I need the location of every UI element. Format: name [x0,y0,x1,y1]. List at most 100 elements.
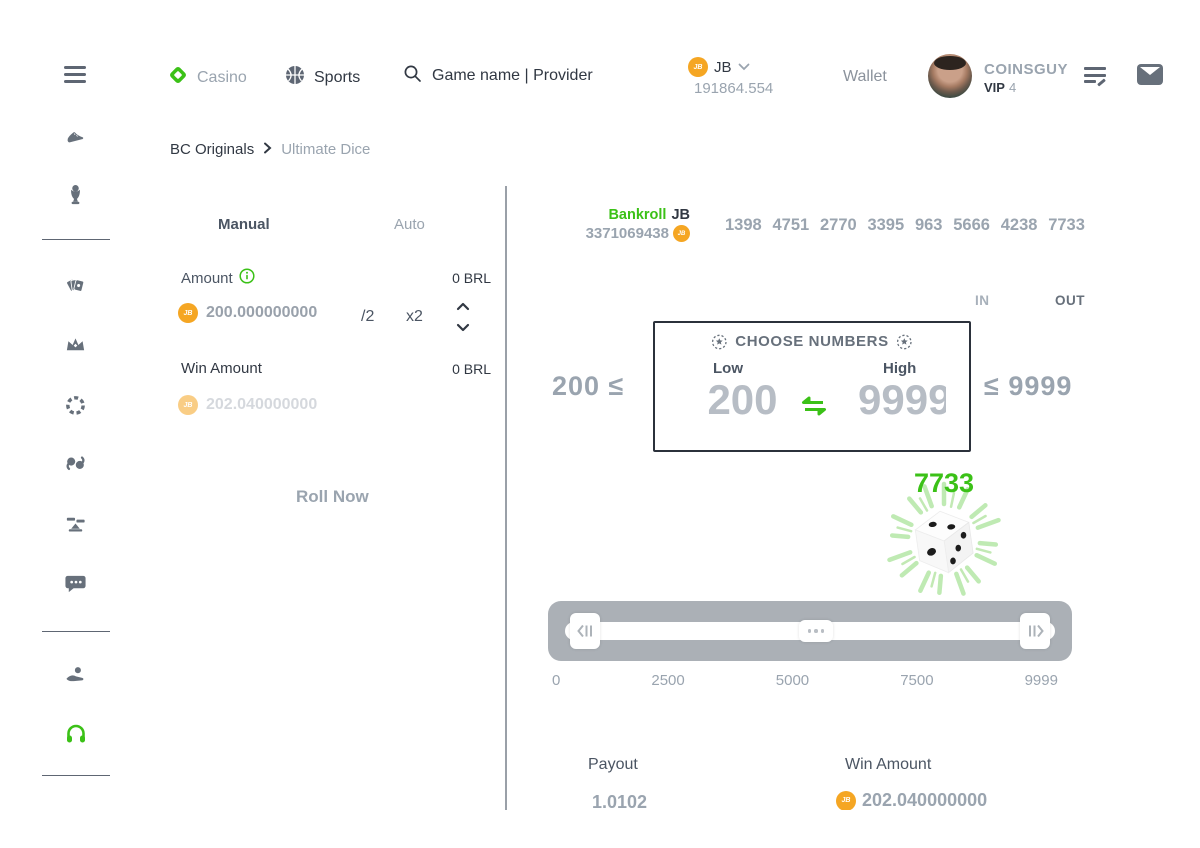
win-amount-fiat: 0 BRL [452,360,491,377]
sidebar-divider [42,775,110,776]
nav-sports-label: Sports [314,68,361,86]
history-roll[interactable]: 4751 [772,216,810,234]
footer-win-amount-value: 202.040000000 [862,790,988,810]
breadcrumb-ultimate-dice: Ultimate Dice [281,141,371,158]
tick-label: 0 [552,672,561,689]
history-roll[interactable]: 1398 [725,216,762,234]
slider-high-handle[interactable] [1020,613,1050,649]
history-roll[interactable]: 7733 [1048,216,1085,234]
choose-numbers-title: CHOOSE NUMBERS [711,333,913,350]
tab-auto[interactable]: Auto [394,216,425,233]
footer-win-amount: JB 202.040000000 [836,790,987,810]
sidebar-cards-icon[interactable] [64,274,87,297]
payout-label: Payout [588,756,638,773]
jb-coin-icon: JB [673,225,690,242]
low-label: Low [713,360,743,377]
jb-coin-icon: JB [178,395,198,415]
stepper-down-icon [456,323,470,332]
sidebar-sneaker-icon[interactable] [64,124,87,147]
star-circle-icon [711,334,727,349]
user-name: COINSGUY [984,61,1069,78]
tick-label: 2500 [651,672,685,689]
star-circle-icon [897,334,913,349]
balance-selector[interactable]: JB JB 191864.554 [688,57,773,97]
stepper-up-icon [456,302,470,311]
vip-badge: VIP 4 [984,80,1017,95]
game-search[interactable]: Game name | Provider [403,64,593,88]
breadcrumb-bc-originals[interactable]: BC Originals [170,141,255,158]
tab-manual[interactable]: Manual [218,216,270,233]
jb-coin-icon: JB [836,790,856,810]
range-left-bound: 200 ≤ [552,371,625,401]
sidebar-leaderboard-icon[interactable] [64,512,87,535]
bankroll-label: Bankroll [608,207,667,223]
sidebar-bonus-ring-icon[interactable] [64,394,87,417]
half-bet-button[interactable]: /2 [361,308,375,325]
win-amount-header: Win Amount 0 BRL [181,360,491,377]
range-slider [548,601,1072,661]
basketball-icon [284,64,306,91]
sidebar-chat-icon[interactable] [64,572,87,595]
slider-low-handle[interactable] [570,613,600,649]
slider-middle-handle[interactable] [799,620,833,642]
history-roll[interactable]: 963 [914,216,943,234]
history-roll[interactable]: 4238 [1000,216,1038,234]
nav-sports[interactable]: Sports [284,64,360,91]
history-roll[interactable]: 5666 [953,216,990,234]
game-footer: Payout 1.0102 Win Amount JB 202.04000000… [540,748,1100,810]
amount-header: Amount 0 BRL [181,268,491,288]
tab-out[interactable]: OUT [1055,293,1085,308]
tab-in[interactable]: IN [975,293,990,308]
menu-icon[interactable] [64,66,86,83]
mail-icon[interactable] [1137,64,1163,90]
dice-icon [873,478,1015,613]
slider-ticks: 0 2500 5000 7500 9999 [552,672,1058,689]
tick-label: 7500 [900,672,934,689]
range-right-bound: ≤ 9999 [984,371,1073,401]
high-value-input[interactable]: 9999 [858,376,946,423]
win-amount-value: 202.040000000 [206,396,318,413]
footer-win-amount-label: Win Amount [845,756,932,773]
high-label: High [883,360,917,377]
history-roll[interactable]: 2770 [819,216,857,234]
search-input[interactable]: Game name | Provider [432,67,593,84]
chevron-right-icon [263,141,272,158]
jb-coin-icon: JB [688,57,708,77]
win-amount-field: JB 202.040000000 [178,395,317,415]
amount-value[interactable]: 200.000000000 [206,304,318,321]
sidebar-trophy-icon[interactable] [64,183,87,206]
low-value-input[interactable]: 200 [707,376,778,423]
tick-label: 9999 [1024,672,1058,689]
sidebar-versus-icon[interactable] [64,452,87,475]
amount-label: Amount [181,268,255,288]
amount-input[interactable]: JB 200.000000000 [178,303,478,323]
info-icon[interactable] [239,268,255,288]
sidebar-cashback-icon[interactable] [64,663,87,686]
tick-label: 5000 [775,672,810,689]
sidebar-support-headset-icon[interactable] [64,722,87,745]
user-avatar[interactable] [928,54,972,98]
roll-now-button[interactable]: Roll Now [296,487,369,506]
casino-icon [167,64,189,91]
win-amount-label: Win Amount [181,360,262,377]
payout-value: 1.0102 [592,792,648,810]
panel-divider [505,186,507,810]
wallet-button[interactable]: Wallet [843,68,887,85]
amount-stepper[interactable] [453,302,473,332]
breadcrumb: BC Originals Ultimate Dice [170,141,370,158]
history-roll[interactable]: 3395 [867,216,905,234]
nav-casino-label: Casino [197,68,247,86]
bet-list-icon[interactable] [1084,67,1106,84]
bankroll-block: Bankroll JB 3371069438 JB [540,207,690,242]
choose-numbers-box: CHOOSE NUMBERS Low High 200 9999 [653,321,971,452]
sidebar-crown-icon[interactable] [64,334,87,357]
in-out-tabs: IN OUT [975,293,1085,308]
chevron-down-icon [738,58,750,76]
bankroll-currency: JB [671,207,690,223]
double-bet-button[interactable]: x2 [406,308,423,325]
balance-amount: 191864.554 [694,80,774,97]
jb-coin-icon: JB [178,303,198,323]
nav-casino[interactable]: Casino [167,64,247,91]
swap-icon[interactable] [801,395,827,422]
search-icon [403,64,422,88]
